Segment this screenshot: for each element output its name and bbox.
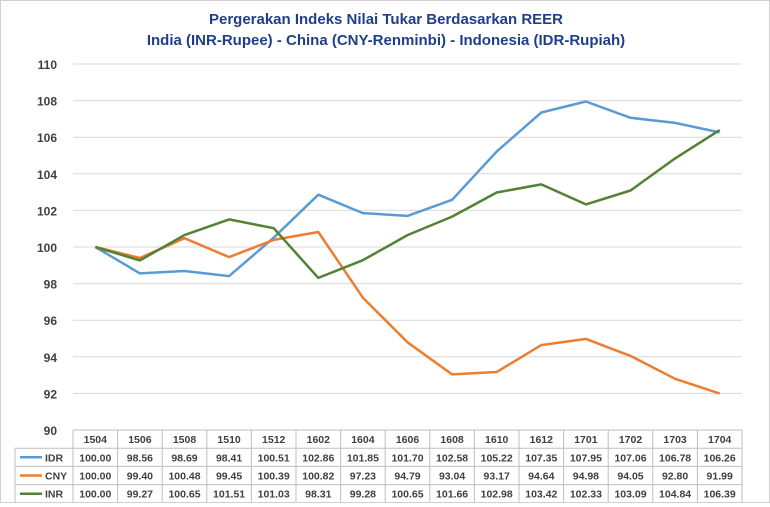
data-label: 100.51 [258,452,290,464]
data-label: 94.64 [528,471,554,483]
x-tick-label: 1704 [708,434,732,446]
chart-subtitle: India (INR-Rupee) - China (CNY-Renminbi)… [146,32,626,49]
data-label: 103.42 [525,489,557,501]
data-label: 101.66 [436,489,468,501]
x-tick-label: 1604 [351,434,375,446]
data-label: 100.39 [258,471,290,483]
y-tick-label: 96 [44,314,58,328]
series-line-inr [94,129,721,280]
data-label: 99.28 [350,489,376,501]
data-label: 97.23 [350,471,376,483]
x-tick-label: 1608 [440,434,464,446]
data-label: 106.78 [659,452,691,464]
data-label: 106.26 [704,452,736,464]
x-tick-label: 1602 [307,434,331,446]
x-tick-label: 1512 [262,434,286,446]
series-line-idr [94,100,720,278]
data-label: 94.98 [573,471,599,483]
data-label: 99.27 [127,489,153,501]
data-label: 101.85 [347,452,379,464]
data-label: 102.58 [436,452,468,464]
data-label: 98.41 [216,452,242,464]
data-label: 92.80 [662,471,688,483]
x-tick-label: 1703 [663,434,687,446]
x-tick-label: 1606 [396,434,420,446]
y-tick-label: 94 [44,351,58,365]
data-label: 107.35 [525,452,557,464]
data-label: 101.03 [258,489,290,501]
x-tick-label: 1506 [128,434,152,446]
legend-label: IDR [45,452,64,464]
data-label: 101.51 [213,489,245,501]
data-label: 100.00 [79,489,111,501]
data-label: 102.33 [570,489,602,501]
data-label: 93.17 [484,471,510,483]
x-tick-label: 1508 [173,434,197,446]
data-label: 100.00 [79,452,111,464]
y-tick-label: 98 [44,278,58,292]
data-label: 107.06 [614,452,646,464]
data-label: 94.79 [394,471,420,483]
legend-label: CNY [45,471,67,483]
y-tick-label: 104 [37,168,57,182]
data-label: 93.04 [439,471,465,483]
y-tick-label: 100 [37,241,57,255]
data-label: 105.22 [481,452,513,464]
data-label: 99.45 [216,471,242,483]
data-label: 103.09 [614,489,646,501]
data-label: 102.98 [481,489,513,501]
x-tick-label: 1510 [217,434,241,446]
data-label: 91.99 [707,471,733,483]
data-label: 98.69 [171,452,197,464]
data-label: 102.86 [302,452,334,464]
data-label: 100.00 [79,471,111,483]
data-label: 106.39 [704,489,736,501]
x-tick-label: 1610 [485,434,509,446]
y-tick-label: 92 [44,387,58,401]
chart-title: Pergerakan Indeks Nilai Tukar Berdasarka… [208,11,564,28]
data-label: 99.40 [127,471,153,483]
y-tick-label: 102 [37,204,57,218]
data-label: 107.95 [570,452,602,464]
data-label: 100.82 [302,471,334,483]
data-label: 100.48 [168,471,200,483]
y-tick-label: 90 [44,424,58,438]
data-label: 101.70 [391,452,423,464]
data-label: 94.05 [617,471,643,483]
y-tick-label: 108 [37,95,57,109]
y-tick-label: 106 [37,131,57,145]
x-tick-label: 1702 [619,434,643,446]
x-tick-label: 1701 [574,434,598,446]
data-label: 100.65 [391,489,423,501]
x-tick-label: 1504 [84,434,108,446]
series-line-cny [95,230,721,395]
legend-label: INR [45,489,64,501]
data-label: 98.31 [305,489,331,501]
data-label: 100.65 [168,489,200,501]
y-tick-label: 110 [38,58,58,72]
data-label: 98.56 [127,452,153,464]
x-tick-label: 1612 [530,434,554,446]
data-label: 104.84 [659,489,691,501]
